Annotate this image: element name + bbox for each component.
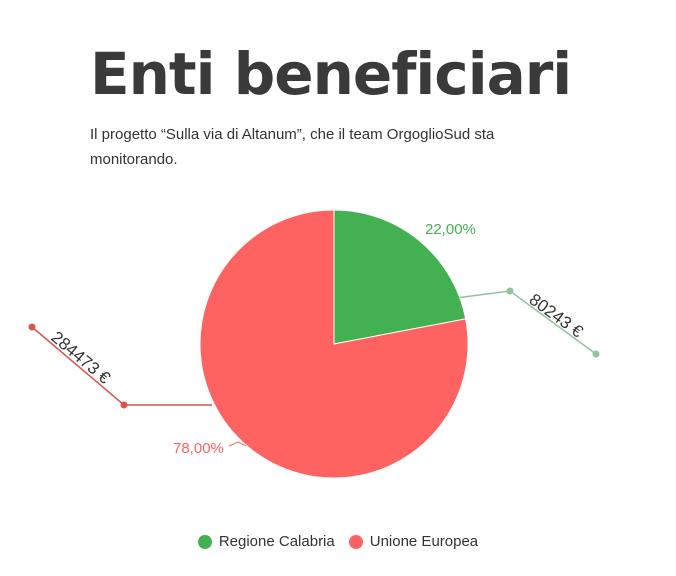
- value-label-1: 284473 €: [47, 328, 114, 388]
- percent-pointer-1: [228, 441, 247, 447]
- percent-label-0: 22,00%: [425, 221, 476, 238]
- leader-dot-1b: [28, 323, 36, 331]
- leader-dot-0a: [506, 287, 514, 295]
- legend-item-unione-europea[interactable]: Unione Europea: [348, 533, 479, 550]
- leader-lines: [28, 287, 600, 447]
- pie-slice-0[interactable]: [333, 209, 467, 345]
- legend-label: Unione Europea: [369, 533, 479, 550]
- page-title: Enti beneficiari: [90, 40, 572, 108]
- percent-label-1: 78,00%: [173, 440, 224, 457]
- legend-swatch: [197, 534, 212, 549]
- legend-swatch: [348, 534, 363, 549]
- pie-slice-1[interactable]: [199, 209, 469, 479]
- leader-dot-1a: [120, 401, 128, 409]
- value-label-0: 80243 €: [526, 290, 587, 342]
- chart-legend: Regione Calabria Unione Europea: [0, 533, 676, 550]
- legend-label: Regione Calabria: [218, 533, 335, 550]
- legend-item-regione-calabria[interactable]: Regione Calabria: [197, 533, 335, 550]
- leader-dot-0b: [592, 350, 600, 358]
- page-subtitle: Il progetto “Sulla via di Altanum”, che …: [90, 126, 495, 168]
- pie-slices: [199, 209, 469, 479]
